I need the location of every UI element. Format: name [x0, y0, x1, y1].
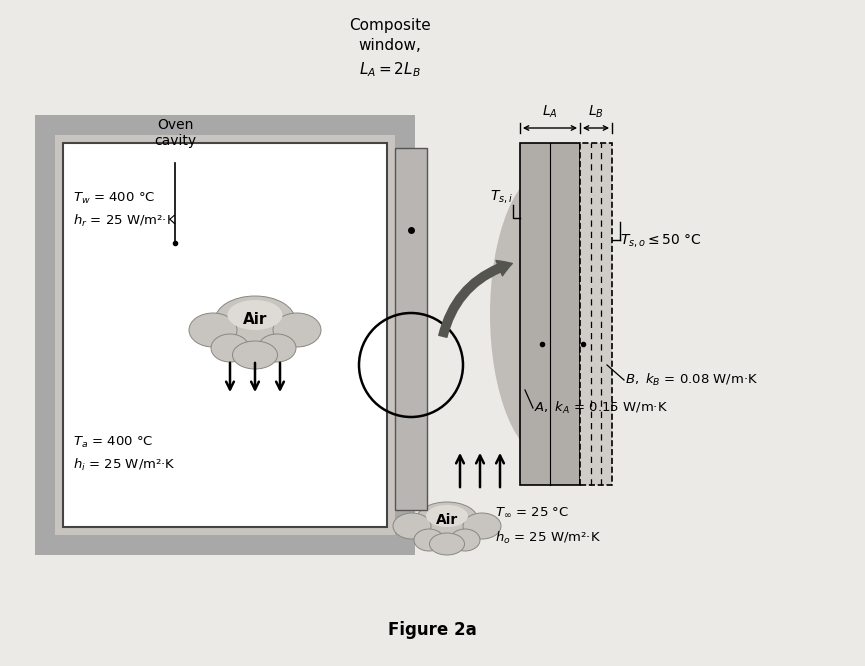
Text: Air: Air: [436, 513, 458, 527]
Text: Figure 2a: Figure 2a: [388, 621, 477, 639]
Bar: [580, 143, 612, 485]
Ellipse shape: [273, 313, 321, 347]
Ellipse shape: [215, 296, 295, 344]
Bar: [35, 115, 415, 555]
Text: $L_B$: $L_B$: [588, 104, 604, 120]
Text: $h_r$ = 25 W/m²·K: $h_r$ = 25 W/m²·K: [73, 213, 177, 229]
Bar: [63, 143, 387, 527]
Text: $T_a$ = 400 °C: $T_a$ = 400 °C: [73, 434, 153, 450]
Text: $h_i$ = 25 W/m²·K: $h_i$ = 25 W/m²·K: [73, 457, 176, 473]
Ellipse shape: [211, 334, 249, 362]
Text: $T_{s,o}\leq$50 °C: $T_{s,o}\leq$50 °C: [620, 232, 702, 248]
Ellipse shape: [490, 168, 610, 460]
Ellipse shape: [430, 533, 465, 555]
Ellipse shape: [416, 502, 478, 538]
Text: Air: Air: [243, 312, 267, 328]
Bar: [395, 148, 427, 510]
Text: window,: window,: [359, 38, 421, 53]
FancyArrowPatch shape: [439, 260, 512, 337]
Ellipse shape: [233, 341, 278, 369]
Text: Composite: Composite: [349, 18, 431, 33]
Text: $L_A$: $L_A$: [542, 104, 558, 120]
Text: Oven
cavity: Oven cavity: [154, 118, 196, 149]
Text: $L_A = 2L_B$: $L_A = 2L_B$: [359, 60, 421, 79]
Text: $A,\ k_A$ = 0.15 W/m·K: $A,\ k_A$ = 0.15 W/m·K: [534, 400, 668, 416]
Ellipse shape: [189, 313, 237, 347]
Ellipse shape: [393, 513, 431, 539]
Bar: [55, 135, 395, 535]
Ellipse shape: [414, 529, 444, 551]
Ellipse shape: [450, 529, 480, 551]
Text: $T_{s,i}$: $T_{s,i}$: [490, 188, 513, 205]
Ellipse shape: [463, 513, 501, 539]
Ellipse shape: [258, 334, 296, 362]
Text: $B,\ k_B$ = 0.08 W/m·K: $B,\ k_B$ = 0.08 W/m·K: [625, 372, 759, 388]
Text: $T_w$ = 400 °C: $T_w$ = 400 °C: [73, 190, 155, 206]
Bar: [520, 143, 580, 485]
Text: $h_o$ = 25 W/m²·K: $h_o$ = 25 W/m²·K: [495, 530, 601, 546]
Text: $T_\infty$ = 25 °C: $T_\infty$ = 25 °C: [495, 505, 569, 519]
Ellipse shape: [227, 300, 283, 330]
Ellipse shape: [426, 505, 468, 527]
